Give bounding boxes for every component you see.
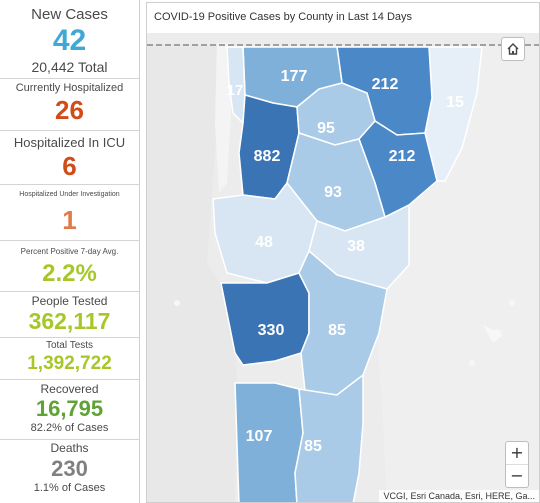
county-map[interactable]: 17 177 212 15 882 95 212 93 48 38 330 85… xyxy=(147,3,540,503)
icu-card: Hospitalized In ICU 6 xyxy=(0,131,139,185)
percent-positive-value: 2.2% xyxy=(42,260,97,287)
label-windsor: 85 xyxy=(328,322,346,339)
county-rutland[interactable] xyxy=(220,272,310,366)
label-washington: 93 xyxy=(324,184,342,201)
deaths-label: Deaths xyxy=(50,441,89,455)
total-tests-card: Total Tests 1,392,722 xyxy=(0,338,139,380)
new-cases-value: 42 xyxy=(52,24,87,57)
map-attribution[interactable]: VCGI, Esri Canada, Esri, HERE, Ga... xyxy=(379,490,539,502)
percent-positive-label: Percent Positive 7-day Avg. xyxy=(20,247,119,256)
total-cases-value: 20,442 Total xyxy=(31,59,108,75)
map-title: COVID-19 Positive Cases by County in Las… xyxy=(147,3,539,33)
deaths-card: Deaths 230 1.1% of Cases xyxy=(0,440,139,503)
county-windham[interactable] xyxy=(294,373,364,503)
map-panel: COVID-19 Positive Cases by County in Las… xyxy=(146,2,540,503)
home-icon xyxy=(507,43,519,55)
total-tests-label: Total Tests xyxy=(45,340,94,351)
label-caledonia: 212 xyxy=(389,148,416,165)
recovered-label: Recovered xyxy=(40,382,99,396)
zoom-control: + − xyxy=(505,441,529,488)
label-rutland: 330 xyxy=(258,322,285,339)
people-tested-value: 362,117 xyxy=(28,308,111,334)
percent-positive-card: Percent Positive 7-day Avg. 2.2% xyxy=(0,241,139,292)
investigation-card: Hospitalized Under Investigation 1 xyxy=(0,185,139,241)
investigation-value: 1 xyxy=(62,205,77,235)
icu-value: 6 xyxy=(62,151,77,181)
recovered-card: Recovered 16,795 82.2% of Cases xyxy=(0,380,139,440)
home-button[interactable] xyxy=(501,37,525,61)
label-essex: 15 xyxy=(446,94,464,111)
label-bennington: 107 xyxy=(246,428,273,445)
deaths-percent: 1.1% of Cases xyxy=(33,482,106,494)
label-windham: 85 xyxy=(304,438,322,455)
label-franklin: 177 xyxy=(281,68,308,85)
new-cases-label: New Cases xyxy=(31,6,108,23)
zoom-out-button[interactable]: − xyxy=(510,466,524,485)
stats-sidebar: New Cases 42 20,442 Total Currently Hosp… xyxy=(0,0,140,503)
people-tested-label: People Tested xyxy=(31,294,108,308)
zoom-in-button[interactable]: + xyxy=(506,442,528,465)
people-tested-card: People Tested 362,117 xyxy=(0,292,139,338)
icu-label: Hospitalized In ICU xyxy=(13,135,126,150)
deaths-value: 230 xyxy=(51,456,88,481)
new-cases-card: New Cases 42 20,442 Total xyxy=(0,0,139,79)
hospitalized-label: Currently Hospitalized xyxy=(15,82,124,94)
recovered-value: 16,795 xyxy=(35,396,104,421)
label-lamoille: 95 xyxy=(317,120,335,137)
hospitalized-card: Currently Hospitalized 26 xyxy=(0,79,139,131)
label-addison: 48 xyxy=(255,234,273,251)
recovered-percent: 82.2% of Cases xyxy=(30,422,109,434)
label-chittenden: 882 xyxy=(254,148,281,165)
label-grand-isle: 17 xyxy=(227,82,244,99)
hospitalized-value: 26 xyxy=(55,95,84,125)
investigation-label: Hospitalized Under Investigation xyxy=(19,191,120,198)
label-orleans: 212 xyxy=(372,76,399,93)
label-orange: 38 xyxy=(347,238,365,255)
total-tests-value: 1,392,722 xyxy=(27,353,112,374)
